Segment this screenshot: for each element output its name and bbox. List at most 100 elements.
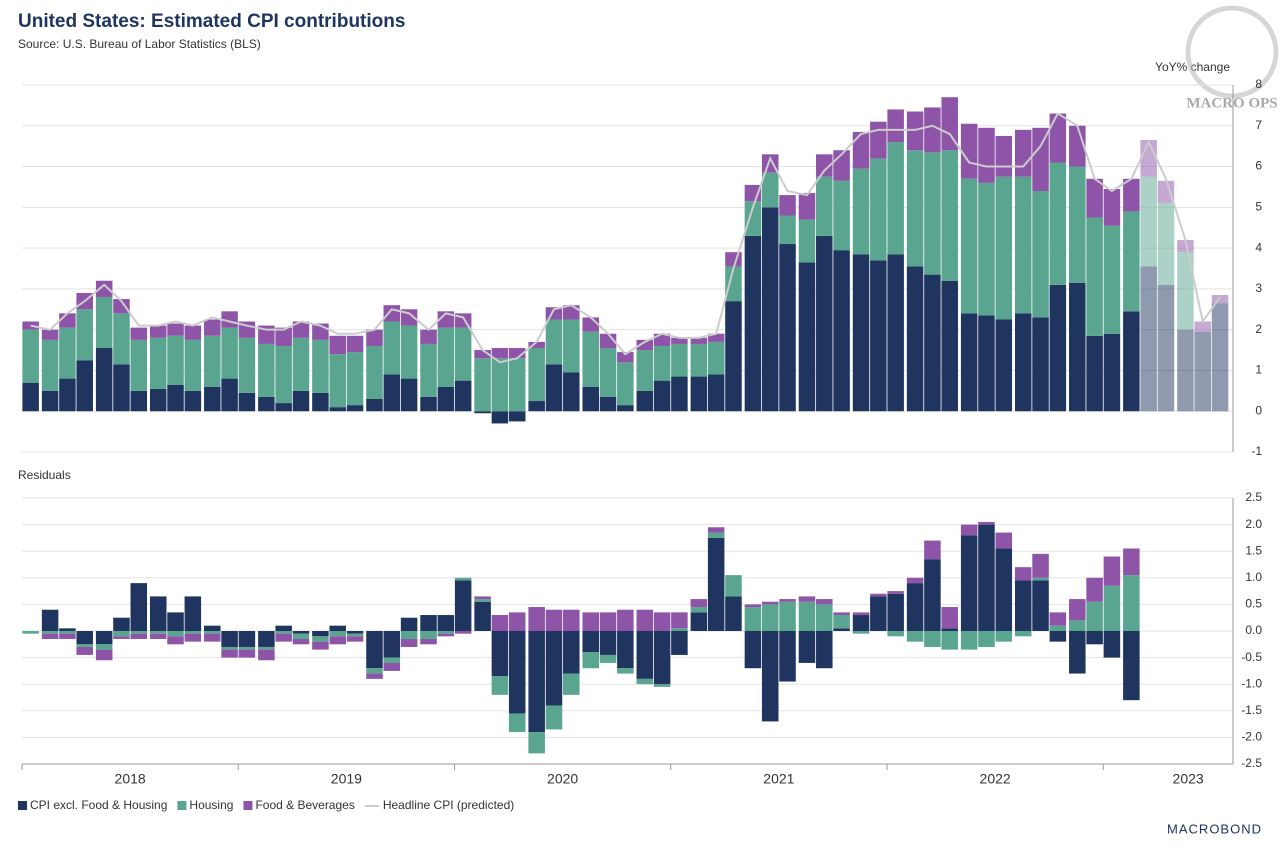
bar <box>887 591 904 594</box>
bar <box>761 601 779 605</box>
bar <box>960 178 978 314</box>
bar <box>870 596 887 631</box>
bar <box>1086 178 1103 218</box>
bar <box>113 631 130 637</box>
bar <box>528 607 545 631</box>
bar <box>960 313 978 412</box>
bar <box>312 641 329 650</box>
bar <box>833 628 850 631</box>
y-tick-label: 5 <box>1255 200 1262 214</box>
y-tick-label: -2.5 <box>1241 756 1262 770</box>
bar <box>995 532 1013 549</box>
y-tick-label: 7 <box>1255 118 1262 132</box>
bar <box>1157 180 1175 204</box>
bar <box>95 649 113 661</box>
bar <box>798 193 816 220</box>
bar <box>690 343 708 377</box>
bar <box>617 405 634 412</box>
x-tick-label: 2018 <box>115 771 146 787</box>
bar <box>275 327 292 346</box>
bar <box>1194 331 1211 412</box>
legend-label: Headline CPI (predicted) <box>383 798 514 812</box>
bar <box>582 386 599 412</box>
bar <box>978 315 995 412</box>
bar <box>474 596 491 600</box>
bar <box>130 327 148 340</box>
bar <box>95 280 113 298</box>
bar <box>420 638 437 645</box>
bar <box>454 580 472 631</box>
y-tick-label: 3 <box>1255 281 1262 295</box>
bar <box>312 339 329 393</box>
bar <box>454 631 472 634</box>
bar <box>204 386 221 412</box>
bar <box>95 631 113 645</box>
bar <box>671 628 688 631</box>
bar <box>454 380 472 412</box>
bar <box>346 352 364 406</box>
bar <box>599 631 617 655</box>
bar <box>383 321 401 375</box>
bar <box>528 732 545 754</box>
legend-swatch <box>177 801 187 810</box>
brand: MACROBOND <box>1167 821 1262 836</box>
bar <box>1032 127 1049 192</box>
bar <box>59 633 76 639</box>
bar <box>599 396 617 412</box>
bar <box>582 331 599 387</box>
bar <box>1049 113 1067 163</box>
bar <box>941 631 958 650</box>
bar <box>437 327 455 387</box>
bar <box>725 266 742 302</box>
bar <box>1032 577 1049 581</box>
bar <box>1032 317 1049 412</box>
bar <box>329 625 346 631</box>
bar <box>400 325 418 379</box>
bar <box>491 348 509 359</box>
bar <box>1103 333 1121 412</box>
bar <box>852 168 870 255</box>
bar <box>420 343 437 397</box>
bar <box>528 631 545 733</box>
bar <box>1211 295 1229 304</box>
bar <box>1069 282 1086 412</box>
bar <box>204 335 221 387</box>
bar <box>437 615 455 631</box>
bar <box>798 631 816 663</box>
y-tick-label: 2 <box>1255 322 1262 336</box>
bar <box>184 325 202 340</box>
bar <box>960 123 978 179</box>
bar <box>941 150 958 281</box>
bar <box>707 374 725 412</box>
bar <box>22 321 39 330</box>
bar <box>275 633 292 642</box>
bar <box>924 631 941 647</box>
bar <box>1049 162 1067 285</box>
bar <box>798 262 816 412</box>
bar <box>1086 631 1103 645</box>
bar <box>671 343 688 377</box>
bar <box>41 609 59 631</box>
bar <box>1157 284 1175 412</box>
bar <box>941 97 958 151</box>
bar <box>41 633 59 639</box>
bar <box>1014 176 1032 314</box>
bar <box>690 337 708 344</box>
bar <box>1177 252 1194 330</box>
bar <box>960 524 978 536</box>
bar <box>707 341 725 375</box>
bar <box>870 260 887 412</box>
bar <box>617 631 634 669</box>
bar <box>978 521 995 525</box>
bar <box>292 633 310 639</box>
bar <box>95 644 113 650</box>
bar <box>167 384 184 412</box>
bar <box>582 652 599 669</box>
bar <box>167 323 184 336</box>
bar <box>906 631 924 642</box>
bar <box>978 127 995 183</box>
bar <box>528 348 545 402</box>
bar <box>833 612 850 616</box>
bar <box>221 378 238 412</box>
bar <box>329 407 346 412</box>
